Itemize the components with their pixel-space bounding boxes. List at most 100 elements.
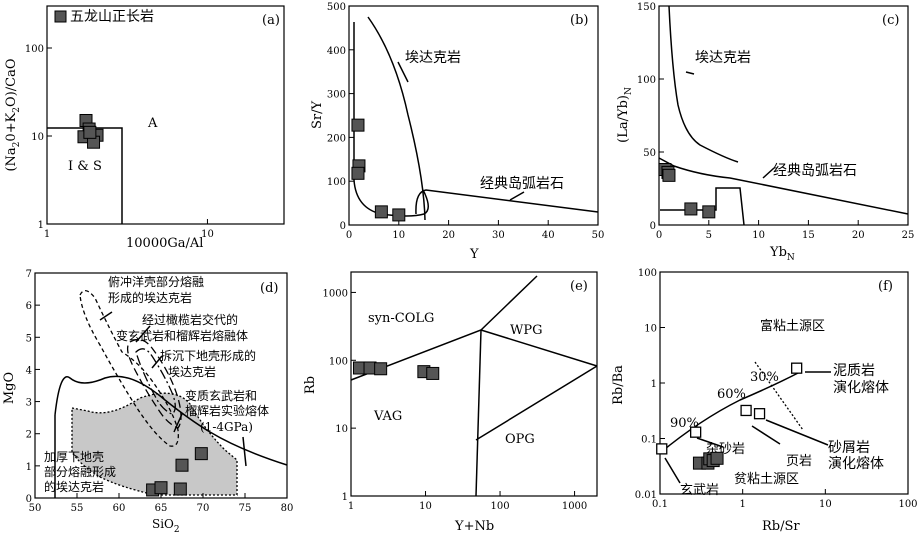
y-tick-label: 4 xyxy=(26,365,32,376)
x-tick-label: 30 xyxy=(492,230,505,241)
y-tick-label: 6 xyxy=(26,301,32,312)
label-psammite-melt: 演化熔体 xyxy=(828,456,884,472)
field-label-adakite-c: 埃达克岩 xyxy=(695,50,751,66)
reference-point xyxy=(656,443,668,455)
annot-d-1: 形成的埃达克岩 xyxy=(108,290,192,305)
label-psammite: 砂屑岩 xyxy=(828,440,870,456)
field-thickened-crust xyxy=(71,392,238,496)
pct-60: 60% xyxy=(717,387,746,402)
x-tick-label: 50 xyxy=(29,503,42,514)
y-axis-label-f: Rb/Ba xyxy=(611,365,626,405)
y-tick-label: 1000 xyxy=(323,288,348,299)
y-tick-label: 100 xyxy=(637,75,656,86)
annot-d-11: 的埃达克岩 xyxy=(44,479,104,494)
annot-d-10: 部分熔融形成 xyxy=(44,464,116,479)
field-label-adakite-b: 埃达克岩 xyxy=(405,50,461,66)
panel-f: (f) 富粘土源区 贫粘土源区 泥质岩 演化熔体 砂屑岩 演化熔体 杂砂岩 页岩… xyxy=(611,271,909,534)
x-tick-label: 40 xyxy=(542,230,555,241)
y-tick-label: 0 xyxy=(650,221,656,232)
field-oceanic-crust xyxy=(79,290,179,447)
y-tick-label: 500 xyxy=(327,2,346,13)
field-label-arc-b: 经典岛弧岩石 xyxy=(480,176,564,192)
label-pelite-melt: 演化熔体 xyxy=(833,380,889,396)
panel-d: (d) 俯冲洋壳部分熔融 形成的埃达克岩 经过橄榄岩交代的 变玄武岩和榴辉岩熔融… xyxy=(2,272,288,535)
y-tick-label: 10 xyxy=(644,324,657,335)
panel-d-label: (d) xyxy=(260,281,278,296)
field-label-opg: OPG xyxy=(505,432,535,447)
x-tick-label: 1 xyxy=(348,501,354,512)
x-tick-label: 5 xyxy=(706,230,712,241)
x-tick-label: 0.1 xyxy=(652,499,668,510)
y-tick-label: 10 xyxy=(335,424,348,435)
x-axis-label-a: 10000Ga/Al xyxy=(126,236,203,251)
panel-a: (a) 五龙山正长岩 I & S A 10000Ga/Al (Na20+K2O)… xyxy=(4,5,285,251)
legend-marker xyxy=(54,10,67,23)
x-axis-label-f: Rb/Sr xyxy=(762,519,800,534)
x-tick-label: 0 xyxy=(656,230,662,241)
y-tick-label: 10 xyxy=(31,132,44,143)
x-axis-label-b: Y xyxy=(469,247,479,262)
annot-d-3: 变玄武岩和榴辉岩熔融体 xyxy=(116,328,248,343)
x-tick-label: 50 xyxy=(592,230,605,241)
field-label-rich-clay: 富粘土源区 xyxy=(760,318,825,334)
annot-d-2: 经过橄榄岩交代的 xyxy=(142,312,238,327)
reference-point xyxy=(753,408,766,420)
data-point xyxy=(83,125,97,139)
x-tick-label: 25 xyxy=(902,230,915,241)
y-tick-label: 100 xyxy=(25,44,44,55)
panel-d-annotations: 俯冲洋壳部分熔融 形成的埃达克岩 经过橄榄岩交代的 变玄武岩和榴辉岩熔融体 拆沉… xyxy=(44,274,269,494)
x-axis-label-e: Y+Nb xyxy=(454,519,494,534)
data-point xyxy=(684,202,698,216)
y-tick-label: 1 xyxy=(26,462,32,473)
y-tick-label: 50 xyxy=(643,148,656,159)
y-tick-label: 400 xyxy=(327,46,346,57)
panel-c: (c) 埃达克岩 经典岛弧岩石 YbN (La/Yb)N xyxy=(616,5,909,263)
x-tick-label: 100 xyxy=(490,501,509,512)
y-tick-label: 100 xyxy=(638,268,657,279)
data-point xyxy=(710,451,724,465)
panel-a-label: (a) xyxy=(262,13,280,28)
x-axis-label-c: YbN xyxy=(769,245,795,263)
x-tick-label: 60 xyxy=(113,503,126,514)
annot-d-8: (1-4GPa) xyxy=(200,420,253,434)
field-label-vag: VAG xyxy=(373,409,402,424)
field-label-i-s: I & S xyxy=(68,159,102,174)
annot-d-7: 榴辉岩实验熔体 xyxy=(185,403,269,418)
data-point xyxy=(392,208,406,222)
x-tick-label: 10 xyxy=(819,499,832,510)
x-tick-label: 1 xyxy=(739,499,745,510)
x-tick-label: 55 xyxy=(71,503,84,514)
field-delaminated xyxy=(135,348,176,415)
x-tick-label: 1 xyxy=(44,229,50,240)
annot-d-6: 变质玄武岩和 xyxy=(185,388,257,403)
panel-b: (b) 埃达克岩 经典岛弧岩石 Y Sr/Y xyxy=(310,5,599,262)
data-point xyxy=(426,366,440,380)
field-label-syncolg: syn-COLG xyxy=(368,311,434,326)
annot-d-0: 俯冲洋壳部分熔融 xyxy=(108,274,204,289)
y-axis-label-d: MgO xyxy=(2,372,17,404)
field-label-a: A xyxy=(147,116,158,131)
reference-point xyxy=(740,404,752,417)
data-point xyxy=(702,205,716,219)
x-tick-label: 75 xyxy=(239,503,252,514)
y-tick-label: 5 xyxy=(26,333,32,344)
y-tick-label: 1 xyxy=(651,379,657,390)
y-tick-label: 1 xyxy=(38,220,44,231)
y-tick-label: 0 xyxy=(26,494,32,505)
x-tick-label: 70 xyxy=(197,503,210,514)
data-point xyxy=(154,481,168,495)
y-tick-label: 0.01 xyxy=(635,490,657,501)
annot-d-5: 埃达克岩 xyxy=(168,364,216,379)
data-point xyxy=(662,168,676,182)
y-axis-label-b: Sr/Y xyxy=(310,101,325,130)
data-point xyxy=(194,447,208,461)
x-tick-label: 10 xyxy=(392,230,405,241)
reference-point xyxy=(791,362,803,374)
data-point xyxy=(175,458,189,472)
x-tick-label: 1000 xyxy=(562,501,587,512)
y-tick-label: 1 xyxy=(342,492,348,503)
x-tick-label: 10 xyxy=(201,229,214,240)
y-tick-label: 200 xyxy=(327,133,346,144)
y-tick-label: 0 xyxy=(340,221,346,232)
